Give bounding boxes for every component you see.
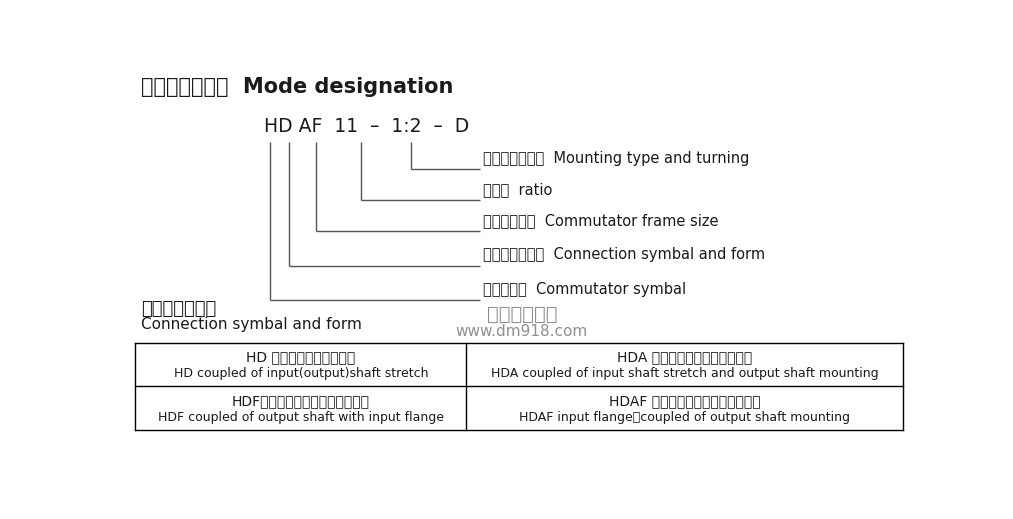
Text: 二、型号表示法  Mode designation: 二、型号表示法 Mode designation [141, 77, 453, 97]
Text: HDAF 带输入法兰、输出轴装式联接: HDAF 带输入法兰、输出轴装式联接 [609, 394, 761, 408]
Text: HD 输入、输出轴伸式联接: HD 输入、输出轴伸式联接 [246, 350, 356, 364]
Text: www.dm918.com: www.dm918.com [456, 323, 588, 338]
Text: 上海典迈传动: 上海典迈传动 [486, 305, 557, 323]
Text: HDF带输入法兰、输出轴伸式联接: HDF带输入法兰、输出轴伸式联接 [232, 394, 370, 408]
Text: HDA 输入轴伸、输出轴装式联接: HDA 输入轴伸、输出轴装式联接 [617, 350, 753, 364]
Text: Connection symbal and form: Connection symbal and form [141, 317, 362, 332]
Text: 换向器代号  Commutator symbal: 换向器代号 Commutator symbal [483, 282, 687, 297]
Text: 联接代号及形式  Connection symbal and form: 联接代号及形式 Connection symbal and form [483, 248, 766, 263]
Text: HD AF  11  –  1:2  –  D: HD AF 11 – 1:2 – D [264, 117, 469, 136]
Text: 联接代号及形式: 联接代号及形式 [141, 300, 216, 318]
Text: 装配形式及旋向  Mounting type and turning: 装配形式及旋向 Mounting type and turning [483, 151, 750, 166]
Text: HD coupled of input(output)shaft stretch: HD coupled of input(output)shaft stretch [173, 367, 428, 380]
Text: HDAF input flange、coupled of output shaft mounting: HDAF input flange、coupled of output shaf… [520, 411, 850, 424]
Text: 传动比  ratio: 传动比 ratio [483, 182, 553, 197]
Text: HDA coupled of input shaft stretch and output shaft mounting: HDA coupled of input shaft stretch and o… [491, 367, 878, 380]
Text: HDF coupled of output shaft with input flange: HDF coupled of output shaft with input f… [158, 411, 444, 424]
Text: 换向器机型号  Commutator frame size: 换向器机型号 Commutator frame size [483, 213, 719, 228]
